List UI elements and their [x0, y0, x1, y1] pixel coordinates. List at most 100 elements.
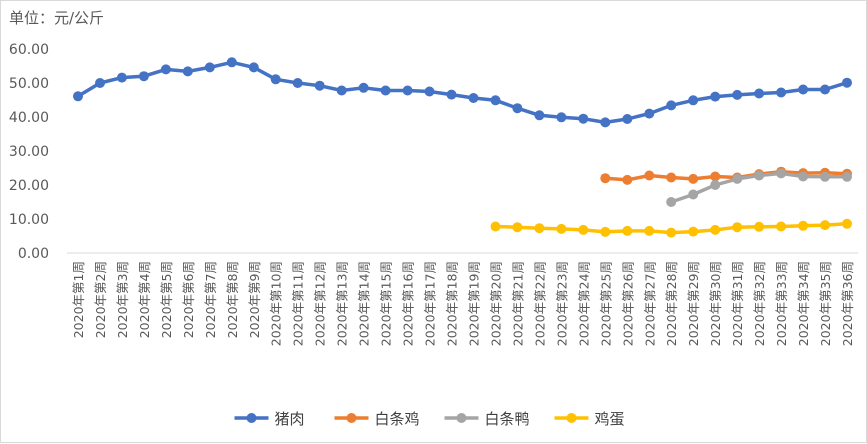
data-point	[160, 64, 171, 75]
data-point	[336, 85, 347, 96]
data-point	[644, 225, 655, 236]
data-point	[710, 91, 721, 102]
y-tick-label: 0.00	[18, 246, 49, 262]
data-point	[95, 78, 105, 88]
legend-swatch-marker	[566, 413, 577, 423]
legend-label: 鸡蛋	[595, 410, 625, 428]
y-tick-label: 10.00	[9, 212, 49, 228]
legend-item: 猪肉	[234, 410, 305, 428]
x-tick-label: 2020年第4周	[137, 261, 152, 338]
data-point	[270, 74, 281, 85]
data-point	[578, 224, 589, 235]
data-point	[776, 87, 787, 98]
y-tick-label: 20.00	[9, 178, 49, 194]
data-point	[314, 80, 325, 91]
data-point	[468, 93, 479, 103]
x-tick-label: 2020年第24周	[576, 261, 591, 346]
series-1	[73, 57, 852, 128]
x-tick-label: 2020年第25周	[598, 261, 613, 346]
x-tick-label: 2020年第13周	[335, 261, 350, 346]
data-point	[578, 113, 589, 124]
data-point	[226, 57, 237, 68]
data-point	[622, 225, 633, 236]
x-tick-label: 2020年第6周	[181, 261, 196, 338]
data-point	[688, 95, 699, 106]
x-axis-ticks: 2020年第1周 2020年第2周 2020年第3周 2020年第4周 2020年第5周…	[71, 261, 855, 346]
data-point	[424, 86, 435, 97]
data-point	[490, 95, 501, 106]
x-tick-label: 2020年第11周	[291, 261, 306, 346]
x-tick-label: 2020年第5周	[159, 261, 174, 338]
x-tick-label: 2020年第1周	[71, 261, 86, 338]
x-tick-label: 2020年第27周	[642, 261, 657, 346]
legend-label: 猪肉	[275, 410, 305, 428]
x-tick-label: 2020年第35周	[818, 261, 833, 346]
x-tick-label: 2020年第14周	[357, 261, 372, 346]
x-tick-label: 2020年第22周	[532, 261, 547, 346]
data-point	[512, 222, 523, 233]
data-point	[820, 220, 830, 231]
data-point	[798, 84, 809, 95]
x-tick-label: 2020年第31周	[730, 261, 745, 346]
unit-label: 单位：元/公斤	[9, 9, 104, 27]
x-tick-label: 2020年第23周	[554, 261, 569, 346]
x-tick-label: 2020年第30周	[708, 261, 723, 346]
x-tick-label: 2020年第8周	[225, 261, 240, 338]
data-point	[138, 71, 149, 82]
data-point	[556, 223, 567, 234]
x-tick-label: 2020年第18周	[445, 261, 460, 346]
data-point	[710, 224, 721, 235]
data-point	[710, 171, 721, 182]
x-tick-label: 2020年第29周	[686, 261, 701, 346]
data-point	[73, 91, 83, 102]
data-point	[732, 89, 743, 100]
data-point	[600, 117, 611, 128]
data-point	[600, 226, 611, 237]
data-point	[556, 112, 567, 123]
data-point	[842, 171, 852, 182]
series-3	[666, 168, 852, 207]
data-point	[754, 170, 765, 181]
data-point	[644, 170, 655, 181]
data-point	[512, 103, 523, 114]
legend: 猪肉 白条鸡 白条鸭 鸡蛋	[234, 410, 625, 428]
legend-swatch-marker	[246, 413, 257, 423]
data-point	[732, 173, 743, 184]
data-point	[248, 62, 259, 73]
data-point	[666, 172, 677, 183]
legend-label: 白条鸭	[485, 410, 530, 428]
y-tick-label: 40.00	[9, 110, 49, 126]
x-tick-label: 2020年第15周	[379, 261, 394, 346]
x-tick-label: 2020年第17周	[423, 261, 438, 346]
data-point	[820, 84, 830, 95]
x-tick-label: 2020年第28周	[664, 261, 679, 346]
data-point	[116, 72, 127, 83]
data-point	[754, 221, 765, 232]
data-point	[358, 82, 369, 93]
data-point	[820, 171, 830, 182]
data-point	[402, 85, 413, 96]
x-tick-label: 2020年第32周	[752, 261, 767, 346]
y-tick-label: 50.00	[9, 76, 49, 92]
legend-item: 白条鸭	[444, 410, 530, 428]
data-point	[688, 173, 699, 184]
legend-item: 鸡蛋	[554, 410, 625, 428]
series-4	[490, 218, 852, 238]
data-point	[182, 66, 193, 77]
x-tick-label: 2020年第16周	[401, 261, 416, 346]
legend-swatch-marker	[346, 413, 357, 423]
data-point	[534, 223, 545, 234]
x-tick-label: 2020年第7周	[203, 261, 218, 338]
legend-item: 白条鸡	[334, 410, 420, 428]
data-point	[842, 218, 852, 229]
legend-label: 白条鸡	[375, 410, 420, 428]
series-line	[77, 60, 848, 125]
data-point	[842, 77, 852, 88]
data-point	[446, 89, 457, 100]
data-point	[666, 197, 677, 207]
x-tick-label: 2020年第12周	[313, 261, 328, 346]
x-tick-label: 2020年第26周	[620, 261, 635, 346]
data-point	[534, 110, 545, 121]
